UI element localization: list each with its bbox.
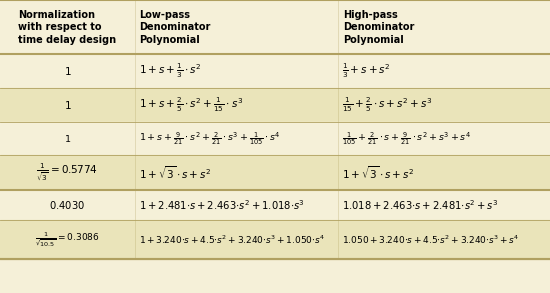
- Text: $1.050+3.240{\cdot}s+4.5{\cdot}s^2+3.240{\cdot}s^3+s^4$: $1.050+3.240{\cdot}s+4.5{\cdot}s^2+3.240…: [342, 233, 519, 246]
- Text: $1+3.240{\cdot}s+4.5{\cdot}s^2+3.240{\cdot}s^3+1.050{\cdot}s^4$: $1+3.240{\cdot}s+4.5{\cdot}s^2+3.240{\cd…: [139, 233, 325, 246]
- Text: Low-pass
Denominator
Polynomial: Low-pass Denominator Polynomial: [139, 10, 211, 45]
- Text: Normalization
with respect to
time delay design: Normalization with respect to time delay…: [18, 10, 117, 45]
- Text: $1+s+\frac{1}{3}\cdot s^2$: $1+s+\frac{1}{3}\cdot s^2$: [139, 62, 202, 80]
- Text: $1$: $1$: [64, 99, 71, 111]
- Text: $1$: $1$: [64, 133, 71, 144]
- Bar: [0, 0, 550, 54]
- Bar: [0, 220, 550, 259]
- Text: $1+2.481{\cdot}s+2.463{\cdot}s^2+1.018{\cdot}s^3$: $1+2.481{\cdot}s+2.463{\cdot}s^2+1.018{\…: [139, 198, 305, 212]
- Text: $\frac{1}{3}+s+s^2$: $\frac{1}{3}+s+s^2$: [342, 62, 390, 80]
- Text: $1.018+2.463{\cdot}s+2.481{\cdot}s^2+s^3$: $1.018+2.463{\cdot}s+2.481{\cdot}s^2+s^3…: [342, 198, 498, 212]
- Text: $1+\sqrt{3}\cdot s+s^2$: $1+\sqrt{3}\cdot s+s^2$: [139, 165, 211, 181]
- Text: $1+s+\frac{2}{5}\cdot s^2+\frac{1}{15}\cdot s^3$: $1+s+\frac{2}{5}\cdot s^2+\frac{1}{15}\c…: [139, 96, 243, 114]
- Bar: [0, 155, 550, 190]
- Text: $\frac{1}{\sqrt{10.5}}=0.3086$: $\frac{1}{\sqrt{10.5}}=0.3086$: [35, 231, 100, 248]
- Text: $\frac{1}{15}+\frac{2}{5}\cdot s+s^2+s^3$: $\frac{1}{15}+\frac{2}{5}\cdot s+s^2+s^3…: [342, 96, 432, 114]
- Bar: [0, 122, 550, 155]
- Text: $\frac{1}{105}+\frac{2}{21}\cdot s+\frac{9}{21}\cdot s^2+s^3+s^4$: $\frac{1}{105}+\frac{2}{21}\cdot s+\frac…: [342, 130, 471, 147]
- Text: $\frac{1}{\sqrt{3}}=0.5774$: $\frac{1}{\sqrt{3}}=0.5774$: [36, 162, 98, 184]
- Text: $1$: $1$: [64, 65, 71, 77]
- Bar: [0, 88, 550, 122]
- Text: $0.4030$: $0.4030$: [50, 199, 85, 211]
- Bar: [0, 54, 550, 88]
- Text: $1+s+\frac{9}{21}\cdot s^2+\frac{2}{21}\cdot s^3+\frac{1}{105}\cdot s^4$: $1+s+\frac{9}{21}\cdot s^2+\frac{2}{21}\…: [139, 130, 281, 147]
- Bar: [0, 190, 550, 220]
- Text: $1+\sqrt{3}\cdot s+s^2$: $1+\sqrt{3}\cdot s+s^2$: [342, 165, 414, 181]
- Text: High-pass
Denominator
Polynomial: High-pass Denominator Polynomial: [343, 10, 414, 45]
